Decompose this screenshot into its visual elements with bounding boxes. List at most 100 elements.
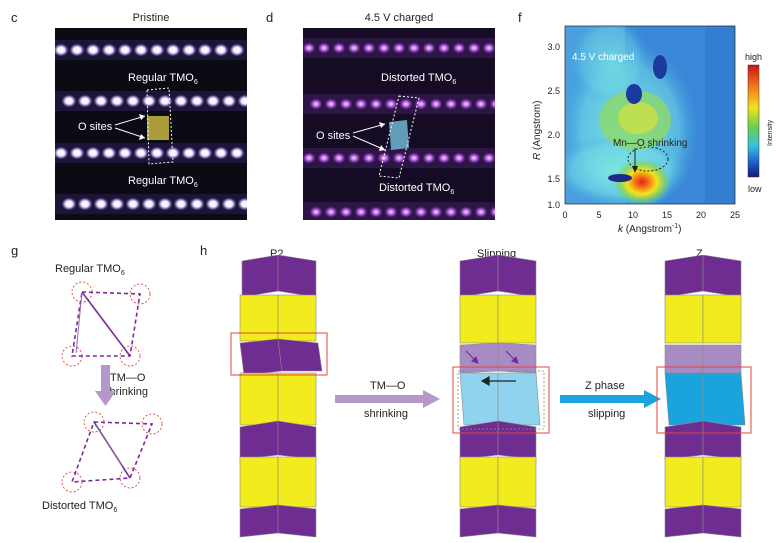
panel-letter-h: h: [200, 243, 208, 258]
atom-column: [467, 42, 481, 54]
wt-yticks: 3.0 2.5 2.0 1.5 1.0: [547, 42, 560, 210]
o-sites-arrows-d: [352, 122, 386, 151]
atom-column: [237, 197, 247, 211]
atom-column: [101, 43, 117, 57]
atom-column: [85, 43, 101, 57]
atom-column: [221, 94, 237, 108]
atom-column: [354, 206, 368, 218]
atom-column: [133, 43, 149, 57]
label-o-sites-d: O sites: [316, 130, 351, 142]
atom-column: [181, 146, 197, 160]
panel-letter-g: g: [11, 243, 19, 258]
atom-column: [221, 197, 237, 211]
atom-column: [384, 206, 398, 218]
atom-column: [77, 197, 93, 211]
atom-column: [332, 152, 346, 164]
atom-column: [61, 94, 77, 108]
atom-column: [309, 206, 323, 218]
atom-column: [189, 197, 205, 211]
xtick-label: 15: [662, 210, 672, 220]
atom-column: [429, 98, 443, 110]
xtick-label: 10: [628, 210, 638, 220]
atom-column: [414, 98, 428, 110]
label-regular-tmo-top-c: Regular TMO6: [128, 72, 198, 87]
atom-column: [125, 197, 141, 211]
atom-column: [189, 94, 205, 108]
atom-column: [324, 206, 338, 218]
label-o-sites-c: O sites: [78, 121, 113, 133]
atom-column: [197, 146, 213, 160]
atom-column: [133, 146, 149, 160]
wt-annotation: Mn—O shrinking: [613, 138, 687, 149]
xtick-label: 25: [730, 210, 740, 220]
atom-column: [205, 197, 221, 211]
label-distorted-tmo-top-d: Distorted TMO6: [381, 72, 457, 87]
atom-column: [165, 43, 181, 57]
atom-column: [489, 98, 495, 110]
layer-stacking-schematic: [230, 255, 752, 538]
atom-column: [117, 43, 133, 57]
arrow2-bottom-label: slipping: [588, 408, 626, 420]
atom-column: [369, 206, 383, 218]
xtick-label: 20: [696, 210, 706, 220]
atom-column: [489, 206, 495, 218]
atom-column: [117, 146, 133, 160]
label-tmo-shrinking-1: TM—O: [110, 372, 146, 384]
p2-stack: [239, 255, 323, 538]
atom-column: [362, 152, 376, 164]
atom-column: [339, 206, 353, 218]
atom-column: [407, 42, 421, 54]
atom-column: [399, 98, 413, 110]
atom-column: [149, 43, 165, 57]
atom-column: [229, 43, 245, 57]
atom-column: [347, 42, 361, 54]
atom-column: [459, 206, 473, 218]
stem-image-charged: [303, 28, 495, 220]
atom-column: [317, 42, 331, 54]
colorbar: [747, 64, 760, 178]
atom-column: [309, 98, 323, 110]
atom-column: [109, 197, 125, 211]
arrow1-top-label: TM—O: [370, 380, 406, 392]
atom-column: [347, 152, 361, 164]
atom-column: [205, 94, 221, 108]
atom-column: [55, 146, 69, 160]
atom-column: [55, 43, 69, 57]
atom-column: [69, 146, 85, 160]
atom-column: [85, 146, 101, 160]
atom-column: [429, 206, 443, 218]
atom-column: [173, 197, 189, 211]
atom-column: [452, 42, 466, 54]
panel-letter-d: d: [266, 10, 274, 25]
atom-column: [213, 146, 229, 160]
atom-column: [339, 98, 353, 110]
atom-column: [101, 146, 117, 160]
xtick-label: 0: [562, 210, 567, 220]
atom-column: [157, 94, 173, 108]
atom-column: [482, 42, 495, 54]
ytick-label: 1.5: [547, 174, 560, 184]
atom-column: [125, 94, 141, 108]
atom-column: [369, 98, 383, 110]
atom-column: [384, 98, 398, 110]
atom-column: [414, 206, 428, 218]
arrow1-bottom-label: shrinking: [364, 408, 409, 420]
atom-column: [109, 94, 125, 108]
atom-column: [332, 42, 346, 54]
wt-xlabel: k (Angstrom-1): [618, 223, 681, 235]
atom-column: [467, 152, 481, 164]
atom-column: [165, 146, 181, 160]
colorbar-title: Intensity: [767, 119, 774, 146]
ytick-label: 3.0: [547, 42, 560, 52]
label-distorted-tmo-bottom-d: Distorted TMO6: [379, 182, 455, 197]
stem-image-pristine: [55, 28, 247, 220]
ytick-label: 1.0: [547, 200, 560, 210]
atom-column: [437, 42, 451, 54]
stem-charged-svg: [303, 38, 495, 220]
atom-column: [77, 94, 93, 108]
atom-column: [173, 94, 189, 108]
atom-column: [482, 152, 495, 164]
atom-column: [229, 146, 245, 160]
atom-column: [69, 43, 85, 57]
panel-c-title: Pristine: [132, 12, 170, 24]
